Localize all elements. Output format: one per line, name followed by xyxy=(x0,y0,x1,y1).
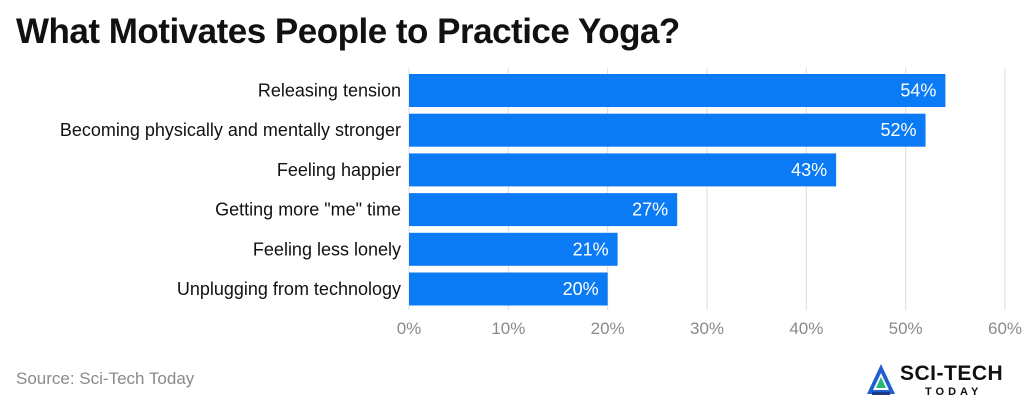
gridlines xyxy=(408,68,1006,310)
data-label: 21% xyxy=(573,239,609,259)
chart-title: What Motivates People to Practice Yoga? xyxy=(16,12,680,51)
x-tick-label: 10% xyxy=(491,319,525,338)
logo-subtitle: TODAY xyxy=(925,386,983,398)
x-tick-label: 30% xyxy=(690,319,724,338)
category-labels: Releasing tension Becoming physically and… xyxy=(60,81,401,300)
x-tick-label: 50% xyxy=(889,319,923,338)
x-tick-label: 20% xyxy=(591,319,625,338)
bar xyxy=(409,153,837,187)
data-label: 54% xyxy=(900,81,936,101)
data-label: 52% xyxy=(881,120,917,140)
x-tick-label: 0% xyxy=(397,319,422,338)
bar xyxy=(409,74,946,107)
data-label: 20% xyxy=(563,279,599,299)
data-label: 43% xyxy=(791,160,827,180)
x-axis-ticks: 0% 10% 20% 30% 40% 50% 60% xyxy=(397,319,1022,338)
logo-name: SCI-TECH xyxy=(900,362,1004,385)
bar xyxy=(409,193,678,227)
source-note: Source: Sci-Tech Today xyxy=(16,369,195,388)
category-label: Getting more "me" time xyxy=(215,200,401,220)
category-label: Unplugging from technology xyxy=(177,279,401,299)
x-tick-label: 60% xyxy=(988,319,1022,338)
category-label: Feeling happier xyxy=(277,160,401,180)
x-tick-label: 40% xyxy=(789,319,823,338)
bars xyxy=(409,74,946,306)
category-label: Feeling less lonely xyxy=(253,239,401,259)
bar xyxy=(409,272,608,306)
category-label: Becoming physically and mentally stronge… xyxy=(60,120,401,140)
data-label: 27% xyxy=(632,200,668,220)
bar xyxy=(409,232,618,266)
bar xyxy=(409,113,926,147)
sci-tech-logo-icon xyxy=(867,364,895,395)
brand-logo: SCI-TECH TODAY xyxy=(866,360,1016,400)
value-labels: 54% 52% 43% 27% 21% 20% xyxy=(563,81,937,300)
category-label: Releasing tension xyxy=(258,81,401,101)
